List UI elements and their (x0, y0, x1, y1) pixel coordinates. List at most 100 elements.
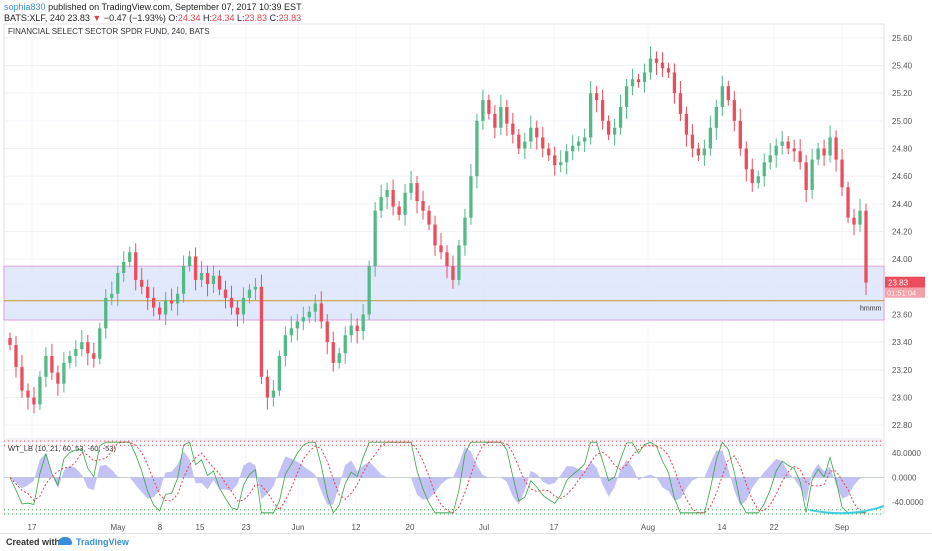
candle (768, 155, 772, 163)
x-tick-label: Aug (641, 523, 655, 532)
candle (313, 303, 317, 312)
candle (104, 297, 108, 329)
candle (62, 362, 66, 384)
candle (217, 275, 222, 290)
candle (583, 137, 587, 142)
candle (211, 275, 216, 285)
candle (630, 79, 635, 87)
publish-line: sophia830 published on TradingView.com, … (4, 2, 302, 13)
candle (199, 273, 204, 280)
candle (373, 210, 377, 267)
candle (726, 86, 730, 101)
candle (241, 297, 246, 315)
candle (559, 162, 563, 166)
high-label: H: (202, 13, 212, 23)
open-label: O: (168, 13, 178, 23)
candle (858, 210, 862, 225)
candle (56, 372, 60, 384)
candle (158, 307, 162, 315)
y-tick-label: 25.00 (892, 117, 913, 126)
candle (307, 311, 311, 318)
close-label: C: (269, 13, 279, 23)
candle (122, 261, 126, 273)
x-tick-label: 23 (242, 523, 251, 532)
candle (421, 201, 425, 211)
candle (774, 145, 778, 156)
candle (361, 314, 365, 332)
candle (547, 148, 551, 156)
x-tick-label: 22 (770, 523, 779, 532)
candle (475, 120, 479, 177)
candle (702, 148, 707, 156)
candle (798, 151, 802, 163)
candle (553, 155, 557, 166)
x-tick-label: 15 (196, 523, 205, 532)
candle (169, 300, 174, 304)
candle (110, 293, 114, 298)
countdown-badge (885, 287, 925, 298)
open-value: 24.34 (177, 13, 201, 23)
candle (660, 62, 665, 69)
y-tick-label: 25.40 (892, 62, 913, 71)
x-tick-label: May (110, 523, 125, 532)
candle (846, 187, 850, 218)
candle (134, 252, 138, 280)
high-value: 24.34 (211, 13, 235, 23)
candle (864, 210, 868, 283)
candle (594, 93, 599, 101)
down-arrow-icon: ▼ (92, 13, 102, 23)
wt2-line (9, 441, 867, 514)
candle (175, 293, 180, 304)
candle (181, 266, 186, 294)
candle (588, 93, 593, 138)
y-tick-label: 25.60 (892, 34, 913, 43)
candle (834, 137, 838, 160)
candle (780, 141, 784, 146)
candle (451, 266, 455, 280)
author-link[interactable]: sophia830 (4, 2, 46, 12)
candle (750, 169, 754, 184)
candle (152, 297, 156, 308)
candle (277, 356, 282, 391)
y-tick-label: 23.00 (892, 394, 913, 403)
candle (756, 176, 760, 184)
candle (283, 335, 288, 356)
candle (397, 206, 401, 215)
hline-label: hmmm (860, 306, 882, 313)
candle (98, 328, 102, 359)
osc-tick-label: 40.0000 (892, 449, 921, 458)
candle (696, 148, 701, 156)
x-tick-label: Jul (479, 523, 489, 532)
candle (457, 245, 461, 280)
support-zone (3, 265, 885, 321)
candle (229, 297, 234, 308)
candle (8, 338, 12, 345)
y-tick-label: 24.60 (892, 172, 913, 181)
candle (690, 134, 695, 149)
osc-tick-label: 0.0000 (892, 474, 917, 483)
x-tick-label: 20 (406, 523, 415, 532)
candle (828, 137, 832, 156)
candle (499, 107, 503, 128)
x-tick-label: 17 (28, 523, 37, 532)
candle (271, 390, 276, 398)
x-tick-label: 12 (352, 523, 361, 532)
candle (822, 148, 826, 156)
candle (289, 328, 293, 336)
y-tick-label: 24.40 (892, 200, 913, 209)
candle (235, 307, 240, 315)
chart-header: sophia830 published on TradingView.com, … (4, 2, 302, 24)
x-tick-label: Jun (292, 523, 305, 532)
y-tick-label: 23.60 (892, 311, 913, 320)
candle (517, 134, 521, 149)
x-tick-label: Sep (835, 523, 850, 532)
candle (792, 148, 796, 152)
candle (367, 266, 371, 315)
tradingview-brand[interactable]: TradingView (76, 537, 129, 547)
candle (744, 148, 748, 170)
candle (44, 356, 48, 377)
candle (205, 273, 210, 285)
price-change: −0.47 (−1.93%) (103, 13, 166, 23)
symbol-line: BATS:XLF, 240 23.83 ▼ −0.47 (−1.93%) O:2… (4, 13, 302, 24)
